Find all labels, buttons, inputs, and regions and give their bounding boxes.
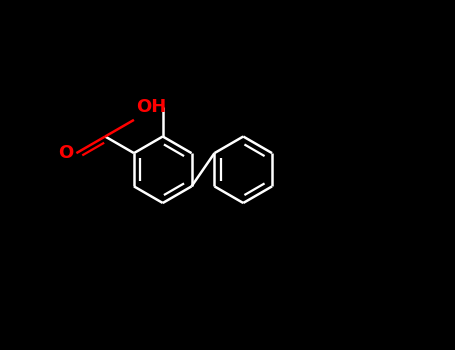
Text: OH: OH: [136, 98, 166, 116]
Text: O: O: [58, 144, 74, 162]
